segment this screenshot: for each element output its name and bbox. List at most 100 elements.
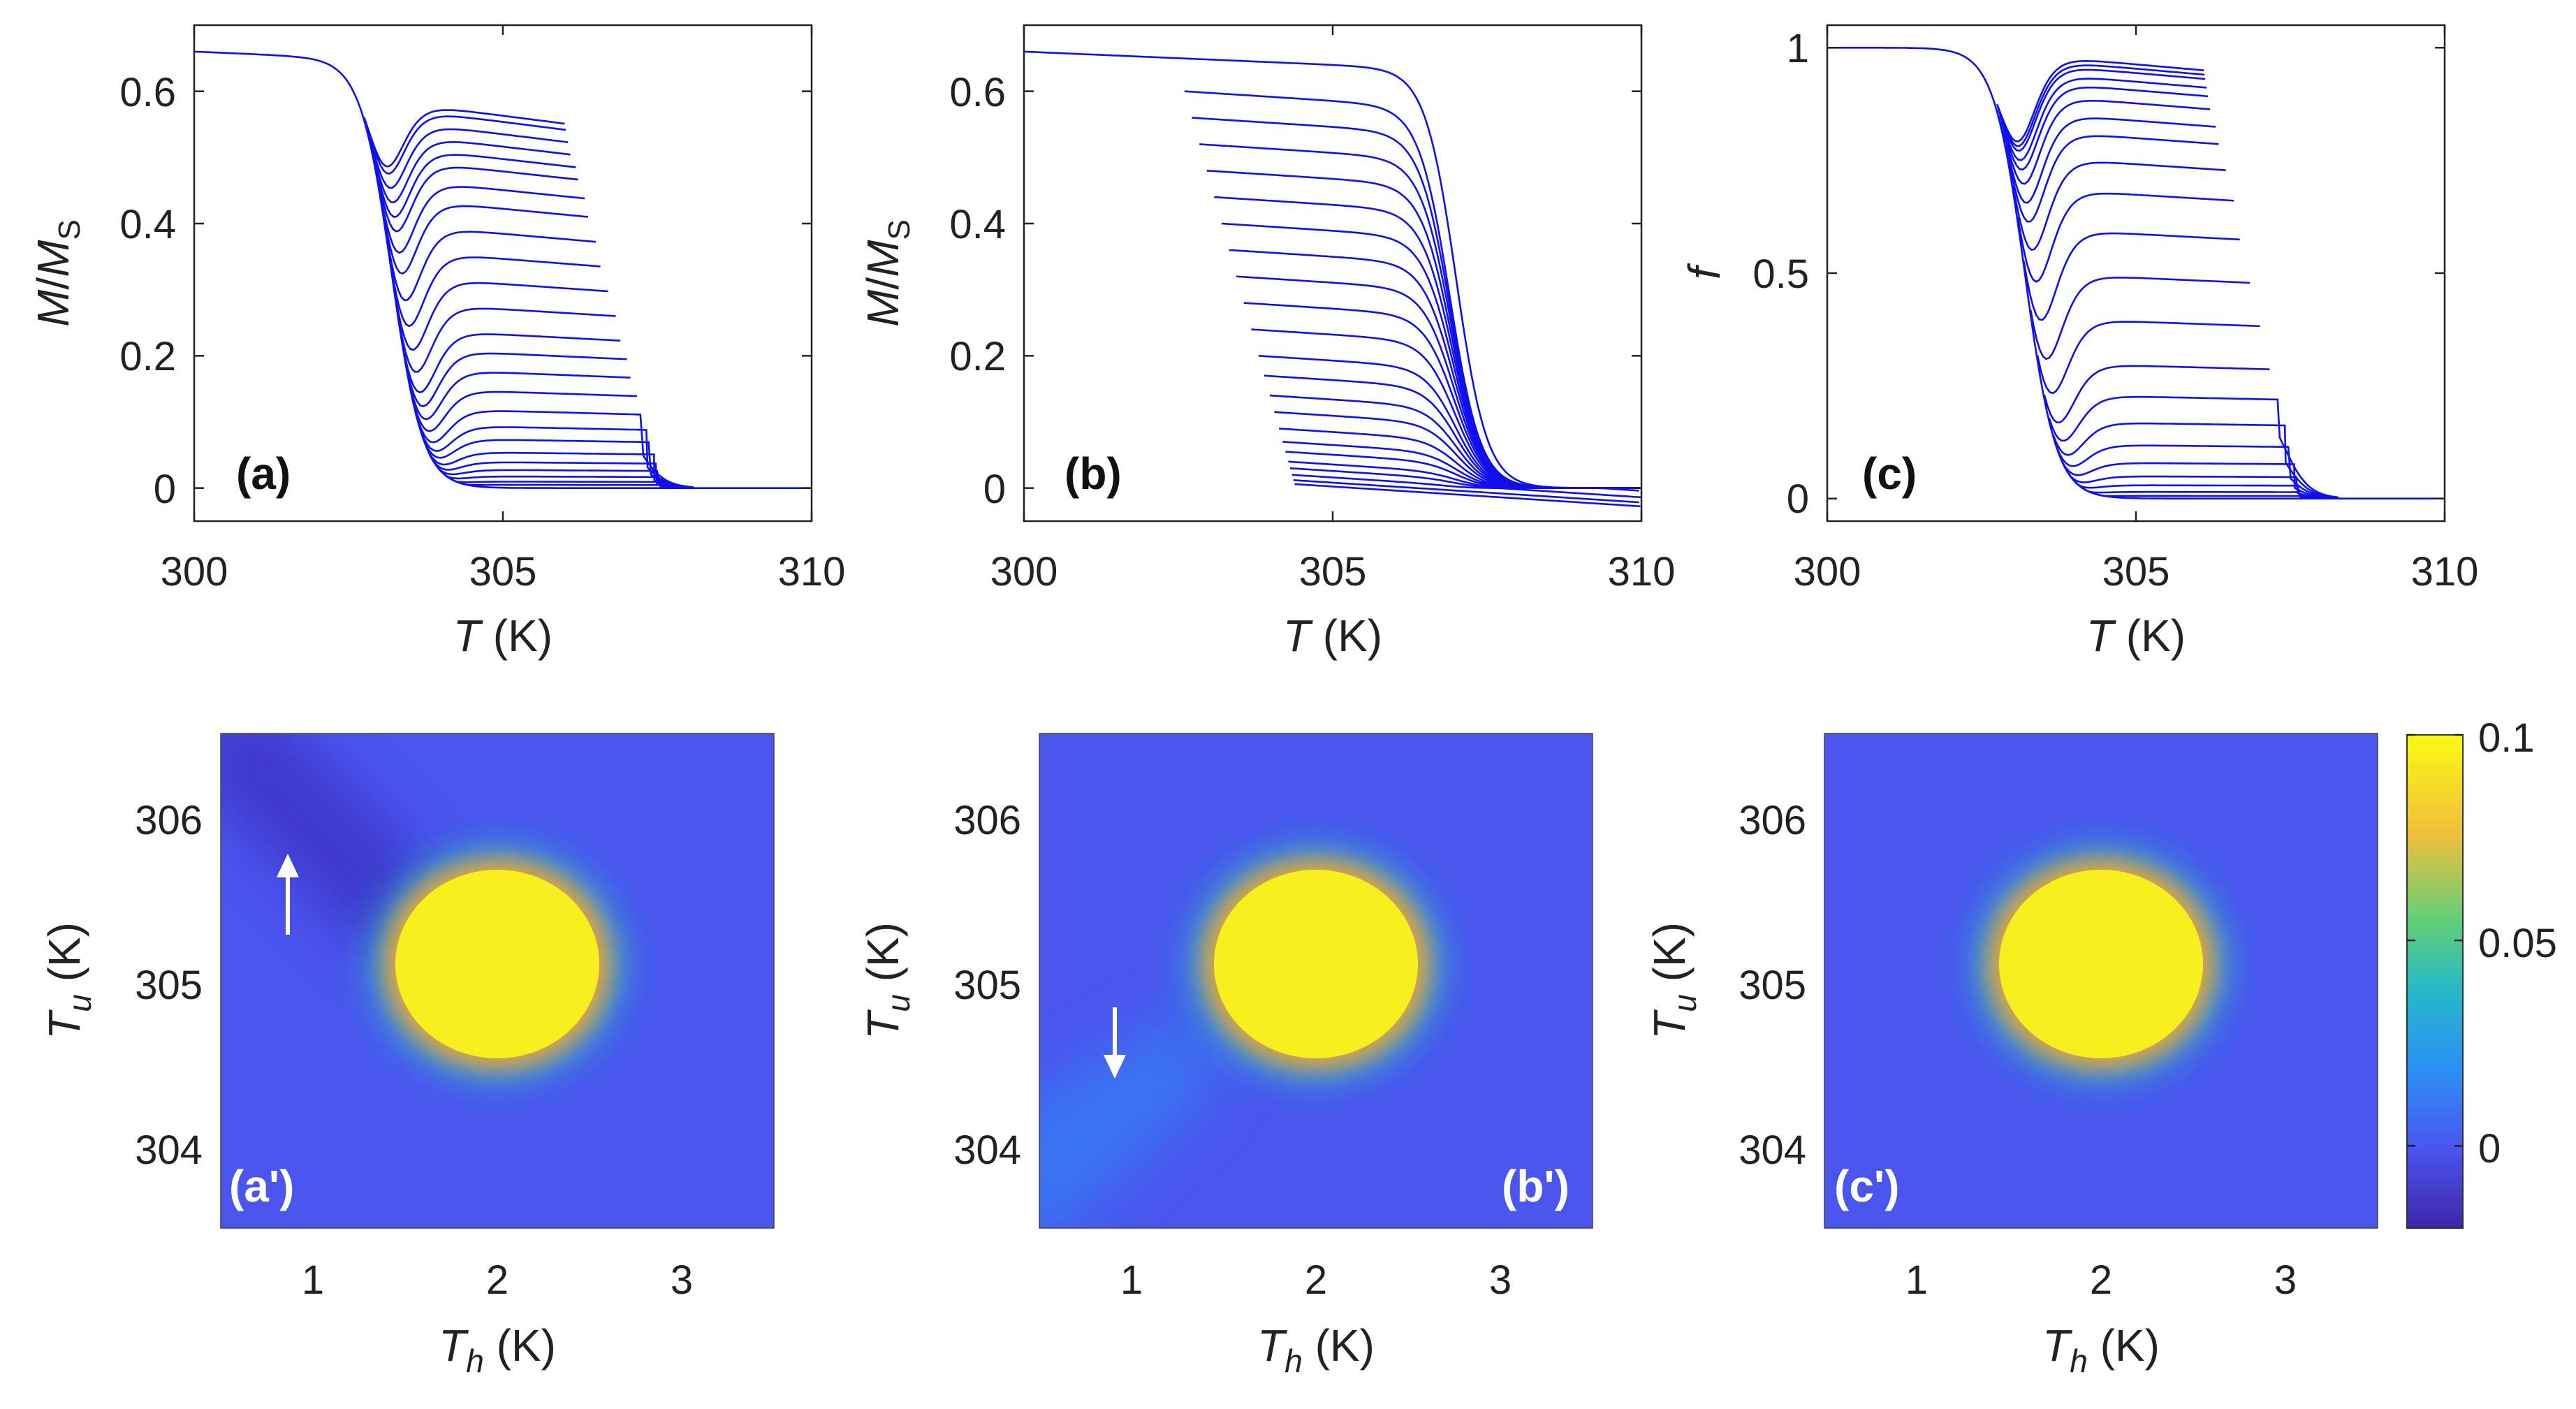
y-tick-bp-306: 306 xyxy=(953,798,1021,843)
panel-b: 300 305 310 0 0.2 0.4 0.6 T (K) M/MS (b) xyxy=(858,24,1676,661)
x-tick-ap-1: 1 xyxy=(302,1257,324,1303)
x-tick-cp-1: 1 xyxy=(1905,1257,1928,1303)
y-tick-b-0: 0 xyxy=(983,467,1006,512)
curve-c-reversal-4 xyxy=(2000,87,2209,171)
curve-a-reversal-23 xyxy=(430,455,693,489)
panel-c: 300 305 310 0 0.5 1 T (K) f (c) xyxy=(1679,24,2478,661)
heatmap-c-prime-peak xyxy=(1999,870,2203,1058)
colorbar-tick-0.1: 0.1 xyxy=(2478,715,2535,761)
plot-frame-c-prime xyxy=(1824,733,2378,1229)
y-tick-a-0.2: 0.2 xyxy=(119,334,176,379)
x-tick-ap-2: 2 xyxy=(486,1257,508,1303)
y-tick-b-0.4: 0.4 xyxy=(949,202,1006,247)
y-axis-label-a-prime: Tu (K) xyxy=(39,922,98,1039)
x-tick-a-305: 305 xyxy=(469,549,537,594)
plot-frame-b-prime xyxy=(1039,733,1593,1229)
panel-a: 300 305 310 0 0.2 0.4 0.6 T (K) M/MS (a) xyxy=(28,24,846,661)
curve-a-reversal-1 xyxy=(364,115,566,175)
curve-a-main xyxy=(193,50,812,489)
curve-a-reversal-19 xyxy=(425,444,691,489)
plot-frame-a-prime xyxy=(220,733,775,1229)
y-axis-label-a: M/MS xyxy=(28,219,87,327)
x-tick-a-300: 300 xyxy=(161,549,228,594)
x-tick-c-300: 300 xyxy=(1794,549,1861,594)
curve-a-reversal-12 xyxy=(403,333,621,394)
ticks-c xyxy=(1826,25,2446,521)
curve-a-reversal-24 xyxy=(430,457,694,489)
curve-c-reversal-12 xyxy=(2036,321,2260,395)
curve-a-reversal-5 xyxy=(373,163,578,233)
y-tick-b-0.2: 0.2 xyxy=(949,334,1006,379)
heatmap-b-prime xyxy=(1039,733,1593,1228)
y-tick-c-1: 1 xyxy=(1787,26,1809,71)
panel-label-b-prime: (b') xyxy=(1502,1161,1569,1211)
curve-c-reversal-18 xyxy=(2061,460,2339,499)
curve-b-reversal-0 xyxy=(1184,90,1641,489)
curve-a-reversal-17 xyxy=(420,426,694,488)
curve-a-reversal-10 xyxy=(394,282,608,351)
curve-c-reversal-3 xyxy=(1998,78,2207,161)
x-axis-label-b: T (K) xyxy=(1283,611,1382,661)
curve-a-reversal-4 xyxy=(371,151,576,218)
colorbar-tick-0.05: 0.05 xyxy=(2478,921,2557,966)
curve-a-reversal-18 xyxy=(422,438,694,489)
ticks-a xyxy=(193,25,813,521)
x-tick-b-305: 305 xyxy=(1299,549,1367,594)
curve-c-reversal-20 xyxy=(2063,465,2339,499)
panel-label-c-prime: (c') xyxy=(1834,1161,1899,1211)
colorbar-ticks xyxy=(2407,733,2463,1147)
curve-c-reversal-11 xyxy=(2029,277,2251,360)
curve-a-reversal-21 xyxy=(427,451,693,489)
y-axis-label-b: M/MS xyxy=(858,219,916,327)
x-tick-b-310: 310 xyxy=(1608,549,1676,594)
curve-b-reversal-3 xyxy=(1206,170,1639,489)
heatmap-b-prime-peak xyxy=(1214,870,1418,1058)
curve-a-reversal-15 xyxy=(414,390,637,432)
heatmap-a-prime xyxy=(221,733,774,1228)
curve-a-reversal-14 xyxy=(410,372,631,421)
ticks-b xyxy=(1023,25,1643,521)
curve-a-reversal-2 xyxy=(366,128,569,189)
curve-c-reversal-17 xyxy=(2058,455,2339,499)
y-tick-cp-304: 304 xyxy=(1739,1127,1806,1173)
colorbar: 0 0.05 0.1 xyxy=(2406,715,2557,1229)
y-tick-a-0.6: 0.6 xyxy=(119,70,176,115)
curve-a-reversal-6 xyxy=(376,182,585,254)
curve-c-reversal-7 xyxy=(2007,135,2219,223)
y-tick-bp-305: 305 xyxy=(953,963,1021,1008)
curve-b-main xyxy=(1023,50,1641,489)
curve-b-reversal-18 xyxy=(1289,467,1639,492)
x-tick-bp-3: 3 xyxy=(1489,1257,1512,1303)
panel-label-c: (c) xyxy=(1862,448,1917,499)
curve-a-reversal-7 xyxy=(380,202,589,275)
plot-frame-c xyxy=(1826,24,2446,523)
x-tick-cp-2: 2 xyxy=(2090,1257,2112,1303)
arrow-up-icon xyxy=(277,854,299,877)
x-tick-c-305: 305 xyxy=(2102,549,2170,594)
x-axis-label-a-prime: Th (K) xyxy=(439,1320,556,1379)
curve-c-reversal-2 xyxy=(1997,68,2206,152)
panel-c-prime: 1 2 3 304 305 306 Th (K) Tu (K) (c') xyxy=(1644,733,2378,1379)
curve-c-reversal-8 xyxy=(2012,161,2226,251)
curve-c-reversal-9 xyxy=(2017,192,2234,283)
panel-label-a: (a) xyxy=(236,448,291,499)
heatmap-b-prime-ridge xyxy=(1039,1013,1221,1228)
y-tick-c-0: 0 xyxy=(1787,476,1809,522)
x-axis-label-c: T (K) xyxy=(2086,611,2186,661)
plot-frame-a xyxy=(193,24,813,523)
y-tick-ap-305: 305 xyxy=(135,963,203,1008)
curve-b-reversal-20 xyxy=(1293,479,1639,504)
curve-c-reversal-13 xyxy=(2043,365,2270,424)
curve-b-reversal-19 xyxy=(1291,474,1641,499)
panel-label-a-prime: (a') xyxy=(229,1161,294,1211)
curve-a-reversal-11 xyxy=(398,307,616,373)
x-tick-bp-1: 1 xyxy=(1120,1257,1143,1303)
panel-b-prime: 1 2 3 304 305 306 Th (K) Tu (K) (b') xyxy=(858,733,1593,1379)
x-axis-label-a: T (K) xyxy=(453,611,552,661)
heatmap-c-prime xyxy=(1824,733,2378,1228)
curve-a-reversal-0 xyxy=(363,109,565,168)
x-tick-a-310: 310 xyxy=(778,549,846,594)
y-tick-ap-306: 306 xyxy=(135,798,203,843)
